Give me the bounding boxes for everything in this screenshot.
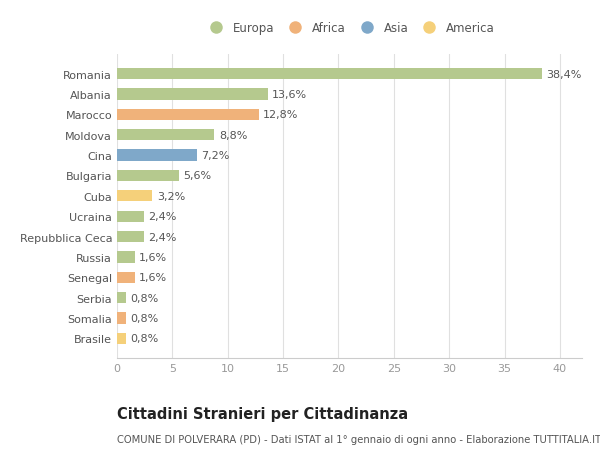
Text: 7,2%: 7,2%: [201, 151, 230, 161]
Bar: [117, 170, 179, 182]
Text: 13,6%: 13,6%: [272, 90, 307, 100]
Bar: [117, 191, 152, 202]
Bar: [117, 333, 126, 344]
Text: 5,6%: 5,6%: [184, 171, 212, 181]
Text: Cittadini Stranieri per Cittadinanza: Cittadini Stranieri per Cittadinanza: [117, 406, 408, 421]
Text: 8,8%: 8,8%: [219, 130, 247, 140]
Bar: [117, 292, 126, 303]
Legend: Europa, Africa, Asia, America: Europa, Africa, Asia, America: [204, 22, 495, 34]
Text: 2,4%: 2,4%: [148, 212, 176, 222]
Text: 0,8%: 0,8%: [130, 313, 158, 323]
Text: 0,8%: 0,8%: [130, 293, 158, 303]
Text: 1,6%: 1,6%: [139, 252, 167, 263]
Bar: [117, 150, 197, 161]
Bar: [117, 89, 268, 101]
Bar: [117, 231, 143, 243]
Bar: [117, 252, 135, 263]
Text: 1,6%: 1,6%: [139, 273, 167, 283]
Bar: [117, 130, 214, 141]
Text: 38,4%: 38,4%: [547, 69, 582, 79]
Text: 3,2%: 3,2%: [157, 191, 185, 202]
Bar: [117, 272, 135, 283]
Bar: [117, 69, 542, 80]
Text: 0,8%: 0,8%: [130, 334, 158, 344]
Text: 2,4%: 2,4%: [148, 232, 176, 242]
Bar: [117, 313, 126, 324]
Bar: [117, 110, 259, 121]
Text: 12,8%: 12,8%: [263, 110, 299, 120]
Text: COMUNE DI POLVERARA (PD) - Dati ISTAT al 1° gennaio di ogni anno - Elaborazione : COMUNE DI POLVERARA (PD) - Dati ISTAT al…: [117, 434, 600, 444]
Bar: [117, 211, 143, 222]
